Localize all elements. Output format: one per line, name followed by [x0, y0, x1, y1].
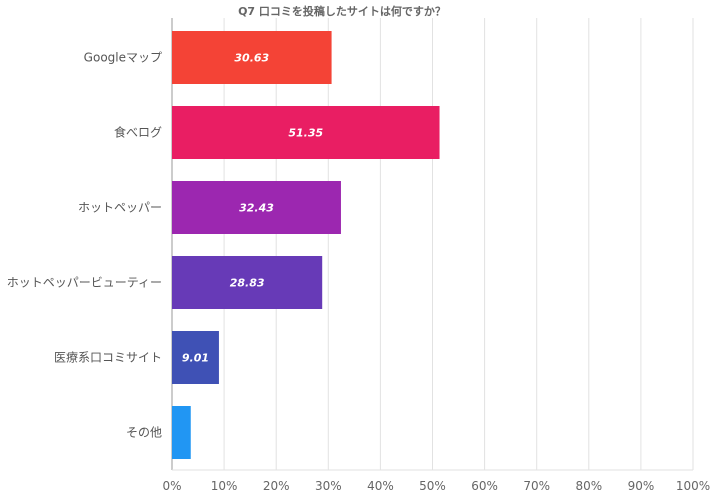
x-tick-label: 60%	[471, 479, 498, 493]
x-tick-label: 100%	[676, 479, 710, 493]
data-label: 9.01	[182, 352, 209, 365]
x-tick-label: 40%	[367, 479, 394, 493]
chart-title: Q7 口コミを投稿したサイトは何ですか？	[238, 5, 446, 18]
x-tick-label: 90%	[628, 479, 655, 493]
category-label: 医療系口コミサイト	[54, 351, 162, 365]
x-tick-label: 10%	[211, 479, 238, 493]
category-label: その他	[126, 426, 162, 440]
bar	[172, 406, 191, 459]
category-label: Googleマップ	[84, 51, 162, 65]
category-label: 食べログ	[114, 125, 162, 140]
bar	[172, 181, 341, 234]
x-tick-label: 80%	[575, 479, 602, 493]
bar	[172, 256, 323, 309]
data-label: 32.43	[239, 202, 274, 215]
x-tick-label: 50%	[419, 479, 446, 493]
bar	[172, 31, 332, 84]
x-tick-label: 30%	[315, 479, 342, 493]
x-tick-label: 70%	[523, 479, 550, 493]
data-label: 28.83	[230, 277, 265, 290]
category-label: ホットペッパービューティー	[7, 276, 162, 290]
category-label: ホットペッパー	[78, 201, 162, 215]
data-label: 51.35	[288, 127, 323, 140]
x-tick-label: 0%	[162, 479, 181, 493]
data-label: 30.63	[234, 52, 269, 65]
bar	[172, 331, 219, 384]
x-tick-label: 20%	[263, 479, 290, 493]
bar	[172, 106, 440, 159]
